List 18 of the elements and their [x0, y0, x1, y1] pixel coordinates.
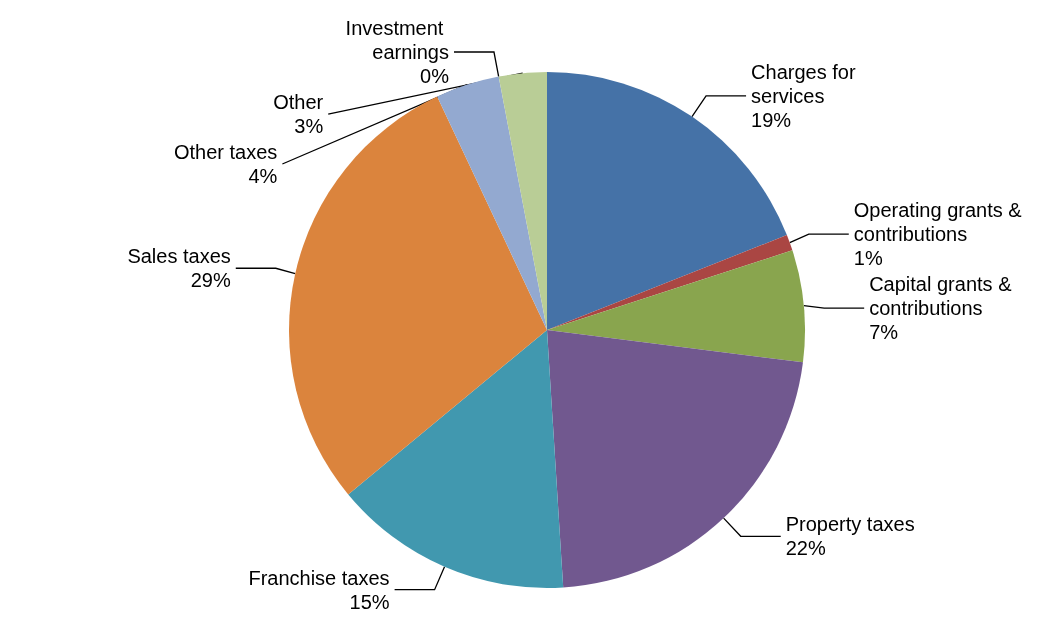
data-label: 3% [294, 115, 324, 138]
slice-label: Operating grants & contributions [853, 199, 1028, 246]
data-label: 15% [349, 590, 390, 613]
data-label: 4% [248, 165, 278, 188]
data-label: 19% [751, 108, 792, 131]
data-label: 29% [190, 269, 231, 292]
slice-label: Sales taxes [127, 245, 231, 268]
slice-label: Other taxes [173, 141, 278, 164]
slice-label: Other [273, 91, 324, 114]
slice-label: Franchise taxes [248, 566, 390, 589]
slice-label: Property taxes [785, 513, 915, 536]
data-label: 7% [869, 321, 899, 344]
slice-label: Capital grants & contributions [869, 273, 1018, 320]
text: 0% [420, 65, 449, 88]
data-label: 22% [785, 537, 826, 560]
data-label: 1% [853, 247, 883, 270]
category-label: Investment earnings [345, 17, 449, 64]
slice-label: Charges for services [751, 60, 862, 107]
